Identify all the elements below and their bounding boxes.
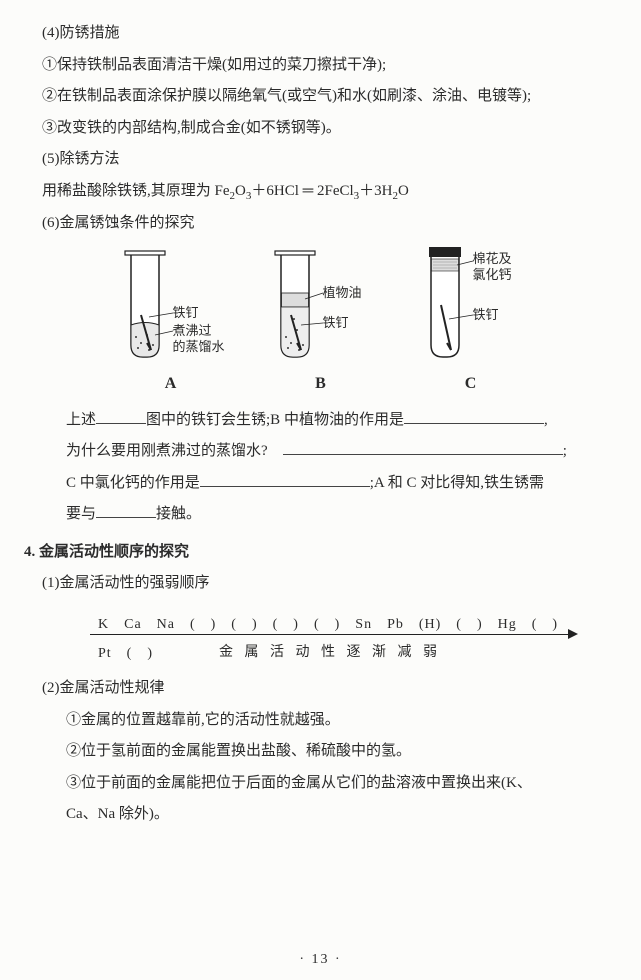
question-3: C 中氯化钙的作用是 ;A 和 C 对比得知,铁生锈需 <box>42 468 599 500</box>
blank-5[interactable] <box>96 502 156 519</box>
series-line <box>90 634 570 635</box>
section-5-equation: 用稀盐酸除铁锈,其原理为 Fe2O3＋6HCl ═ 2FeCl3＋3H2O <box>42 176 599 208</box>
activity-series: K Ca Na ( ) ( ) ( ) ( ) Sn Pb (H) ( ) Hg… <box>90 610 570 667</box>
series-top: K Ca Na ( ) ( ) ( ) ( ) Sn Pb (H) ( ) Hg… <box>90 610 570 632</box>
tube-a-label-nail: 铁钉 <box>173 305 199 321</box>
tube-b-label-nail: 铁钉 <box>323 315 349 331</box>
rule-3a: ③位于前面的金属能把位于后面的金属从它们的盐溶液中置换出来(K、 <box>42 768 599 800</box>
rule-3b: Ca、Na 除外)。 <box>42 799 599 831</box>
tube-c-label-cotton-1: 棉花及 <box>473 251 512 266</box>
tube-c-label-cotton-2: 氯化钙 <box>473 267 512 282</box>
q3-b: ;A 和 C 对比得知,铁生锈需 <box>370 475 544 491</box>
tube-a-label-water-2: 的蒸馏水 <box>173 339 225 354</box>
rule-2: ②位于氢前面的金属能置换出盐酸、稀硫酸中的氢。 <box>42 736 599 768</box>
tube-a-letter: A <box>165 367 177 401</box>
sub-1-title: (1)金属活动性的强弱顺序 <box>42 568 599 600</box>
q1-c: , <box>544 412 548 428</box>
item-4-1: ①保持铁制品表面清洁干燥(如用过的菜刀擦拭干净); <box>42 50 599 82</box>
eq-part-c: ＋6HCl ═ 2FeCl <box>251 183 353 199</box>
eq-part-b: O <box>235 183 246 199</box>
rule-1: ①金属的位置越靠前,它的活动性就越强。 <box>42 705 599 737</box>
q2-a: 为什么要用刚煮沸过的蒸馏水? <box>66 443 268 459</box>
q3-a: C 中氯化钙的作用是 <box>66 475 200 491</box>
blank-2[interactable] <box>404 407 544 424</box>
tube-b-svg <box>261 245 381 365</box>
item-4-2: ②在铁制品表面涂保护膜以隔绝氧气(或空气)和水(如刷漆、涂油、电镀等); <box>42 81 599 113</box>
section-4-title: (4)防锈措施 <box>42 18 599 50</box>
tube-b-letter: B <box>315 367 326 401</box>
tube-b-group: 植物油 铁钉 B <box>261 245 381 401</box>
eq-part-a: 用稀盐酸除铁锈,其原理为 Fe <box>42 183 230 199</box>
section-4-head: 4. 金属活动性顺序的探究 <box>24 537 599 569</box>
series-bottom: 金 属 活 动 性 逐 渐 减 弱 <box>90 632 570 667</box>
sub-2-title: (2)金属活动性规律 <box>42 673 599 705</box>
question-2: 为什么要用刚煮沸过的蒸馏水? ; <box>42 436 599 468</box>
blank-3[interactable] <box>283 439 563 456</box>
question-4: 要与 接触。 <box>42 499 599 531</box>
series-arrow-icon <box>568 629 578 639</box>
q1-a: 上述 <box>66 412 96 428</box>
q4-a: 要与 <box>66 506 96 522</box>
tube-c-letter: C <box>465 367 477 401</box>
tube-a-label-water-1: 煮沸过 <box>173 323 212 338</box>
section-6-title: (6)金属锈蚀条件的探究 <box>42 208 599 240</box>
tube-diagram: 铁钉 煮沸过 的蒸馏水 A 植物油 铁钉 B <box>42 245 599 401</box>
tube-c-svg <box>411 245 531 365</box>
section-5-title: (5)除锈方法 <box>42 144 599 176</box>
item-4-3: ③改变铁的内部结构,制成合金(如不锈钢等)。 <box>42 113 599 145</box>
blank-4[interactable] <box>200 470 370 487</box>
tube-a-group: 铁钉 煮沸过 的蒸馏水 A <box>111 245 231 401</box>
q2-b: ; <box>563 443 567 459</box>
tube-c-label-nail: 铁钉 <box>473 307 499 323</box>
page-number: · 13 · <box>0 945 641 974</box>
q1-b: 图中的铁钉会生锈;B 中植物油的作用是 <box>146 412 404 428</box>
q4-b: 接触。 <box>156 506 201 522</box>
blank-1[interactable] <box>96 407 146 424</box>
eq-part-e: O <box>398 183 409 199</box>
tube-b-label-oil: 植物油 <box>323 285 362 301</box>
question-1: 上述 图中的铁钉会生锈;B 中植物油的作用是, <box>42 405 599 437</box>
eq-part-d: ＋3H <box>359 183 392 199</box>
tube-c-group: 棉花及 氯化钙 铁钉 C <box>411 245 531 401</box>
